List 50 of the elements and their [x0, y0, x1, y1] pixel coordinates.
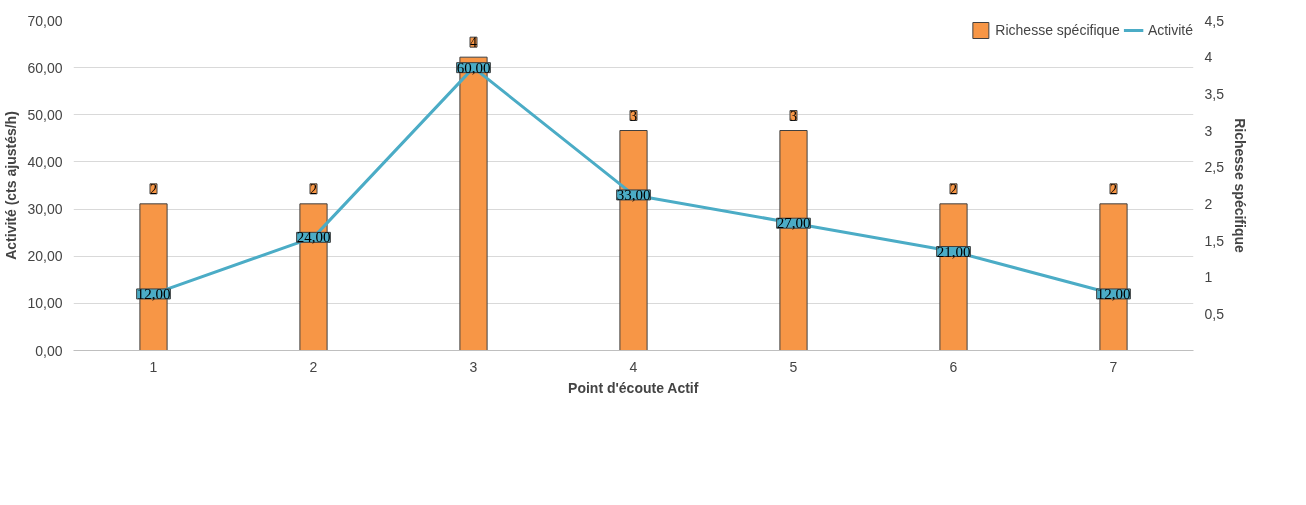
x-tick-label: 6: [949, 358, 958, 375]
data-label: 4: [470, 35, 477, 51]
y2-tick-label: 1: [1204, 269, 1213, 286]
y2-tick-label: 1,5: [1204, 232, 1225, 249]
x-tick-label: 5: [789, 358, 798, 375]
data-label: 3: [790, 108, 797, 124]
y2-tick-label: 2: [1204, 195, 1213, 212]
y-tick-label: 40,00: [27, 153, 63, 170]
bar: [299, 203, 328, 351]
bar: [779, 130, 808, 351]
y-tick-label: 0,00: [35, 342, 63, 359]
bar: [459, 56, 488, 351]
x-tick-label: 4: [629, 358, 638, 375]
data-label: 12,00: [1096, 285, 1131, 302]
bar: [139, 203, 168, 351]
x-tick-label: 3: [469, 358, 478, 375]
y-tick-label: 70,00: [27, 12, 63, 29]
y2-tick-label: 2,5: [1204, 159, 1225, 176]
x-tick-label: 1: [149, 358, 158, 375]
y-axis-title: Activité (cts ajustés/h): [3, 111, 20, 260]
data-label: 27,00: [776, 215, 811, 232]
y2-tick-label: 4: [1204, 49, 1213, 66]
data-label: 2: [1110, 181, 1117, 197]
y-tick-label: 30,00: [27, 201, 63, 218]
y2-tick-label: 3,5: [1204, 85, 1225, 102]
y-tick-label: 20,00: [27, 248, 63, 265]
y-tick-label: 10,00: [27, 295, 63, 312]
data-label: 3: [630, 108, 637, 124]
legend-label: Richesse spécifique: [995, 22, 1120, 38]
y-tick-label: 50,00: [27, 106, 63, 123]
x-tick-label: 7: [1109, 358, 1118, 375]
bar: [939, 203, 968, 351]
legend-label: Activité: [1147, 22, 1193, 38]
x-axis-title: Point d'écoute Actif: [568, 379, 699, 396]
data-label: 2: [310, 181, 317, 197]
data-label: 24,00: [296, 229, 331, 246]
y2-tick-label: 4,5: [1204, 12, 1225, 29]
bar: [1099, 203, 1128, 351]
data-label: 21,00: [936, 243, 971, 260]
data-label: 2: [150, 181, 157, 197]
x-tick-label: 2: [309, 358, 318, 375]
y2-axis-title: Richesse spécifique: [1231, 118, 1248, 254]
y2-tick-label: 3: [1204, 122, 1213, 139]
y2-tick-label: 0,5: [1204, 305, 1225, 322]
data-label: 33,00: [616, 186, 651, 203]
data-label: 12,00: [136, 285, 171, 302]
data-label: 2: [950, 181, 957, 197]
y-tick-label: 60,00: [27, 59, 63, 76]
bar: [619, 130, 648, 351]
data-label: 60,00: [456, 59, 491, 76]
